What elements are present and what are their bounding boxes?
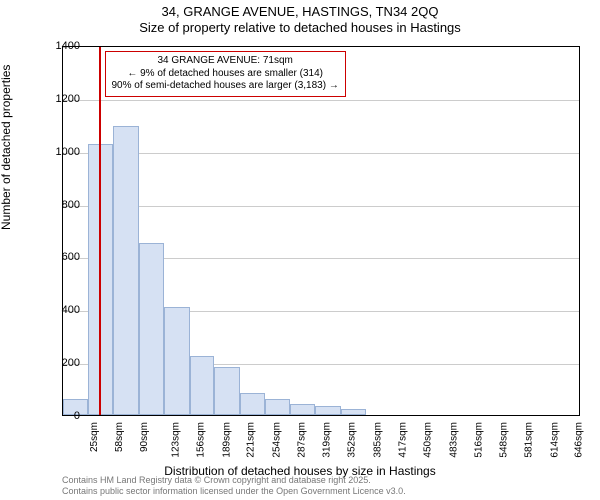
reference-line bbox=[99, 47, 101, 415]
x-tick-label: 483sqm bbox=[448, 422, 459, 458]
gridline bbox=[63, 100, 579, 101]
y-tick-label: 200 bbox=[46, 357, 80, 369]
chart-plot-area: 34 GRANGE AVENUE: 71sqm← 9% of detached … bbox=[62, 46, 580, 416]
chart-title-block: 34, GRANGE AVENUE, HASTINGS, TN34 2QQ Si… bbox=[0, 0, 600, 35]
x-tick-label: 417sqm bbox=[397, 422, 408, 458]
x-tick-label: 25sqm bbox=[89, 422, 100, 452]
histogram-bar bbox=[113, 126, 138, 415]
annotation-line: ← 9% of detached houses are smaller (314… bbox=[112, 68, 339, 81]
x-tick-label: 90sqm bbox=[139, 422, 150, 452]
title-line-2: Size of property relative to detached ho… bbox=[0, 20, 600, 36]
y-tick-label: 1200 bbox=[46, 93, 80, 105]
x-tick-label: 646sqm bbox=[574, 422, 585, 458]
histogram-bar bbox=[240, 393, 265, 415]
y-tick-label: 1000 bbox=[46, 146, 80, 158]
annotation-line: 34 GRANGE AVENUE: 71sqm bbox=[112, 55, 339, 68]
histogram-bar bbox=[341, 409, 366, 415]
histogram-bar bbox=[139, 243, 164, 415]
histogram-bar bbox=[214, 367, 239, 415]
histogram-bar bbox=[265, 399, 290, 415]
y-tick-label: 0 bbox=[46, 410, 80, 422]
x-tick-label: 385sqm bbox=[372, 422, 383, 458]
footer-line-1: Contains HM Land Registry data © Crown c… bbox=[62, 475, 406, 486]
x-tick-label: 319sqm bbox=[322, 422, 333, 458]
annotation-box: 34 GRANGE AVENUE: 71sqm← 9% of detached … bbox=[105, 51, 346, 97]
histogram-bar bbox=[164, 307, 189, 415]
histogram-bar bbox=[290, 404, 315, 415]
footer-line-2: Contains public sector information licen… bbox=[62, 486, 406, 497]
gridline bbox=[63, 153, 579, 154]
x-tick-label: 189sqm bbox=[221, 422, 232, 458]
x-tick-label: 614sqm bbox=[549, 422, 560, 458]
x-tick-label: 450sqm bbox=[423, 422, 434, 458]
x-tick-label: 516sqm bbox=[474, 422, 485, 458]
histogram-bar bbox=[190, 356, 215, 415]
y-tick-label: 400 bbox=[46, 304, 80, 316]
annotation-line: 90% of semi-detached houses are larger (… bbox=[112, 80, 339, 93]
title-line-1: 34, GRANGE AVENUE, HASTINGS, TN34 2QQ bbox=[0, 4, 600, 20]
histogram-bar bbox=[88, 144, 113, 415]
x-tick-label: 156sqm bbox=[196, 422, 207, 458]
x-tick-label: 58sqm bbox=[114, 422, 125, 452]
x-tick-label: 221sqm bbox=[246, 422, 257, 458]
y-tick-label: 600 bbox=[46, 251, 80, 263]
x-tick-label: 287sqm bbox=[297, 422, 308, 458]
histogram-bar bbox=[315, 406, 340, 415]
x-tick-label: 548sqm bbox=[498, 422, 509, 458]
attribution-footer: Contains HM Land Registry data © Crown c… bbox=[62, 475, 406, 497]
y-tick-label: 800 bbox=[46, 199, 80, 211]
x-tick-label: 123sqm bbox=[170, 422, 181, 458]
x-tick-label: 352sqm bbox=[347, 422, 358, 458]
y-axis-label: Number of detached properties bbox=[0, 65, 13, 230]
x-tick-label: 581sqm bbox=[524, 422, 535, 458]
y-tick-label: 1400 bbox=[46, 40, 80, 52]
gridline bbox=[63, 206, 579, 207]
x-tick-label: 254sqm bbox=[271, 422, 282, 458]
